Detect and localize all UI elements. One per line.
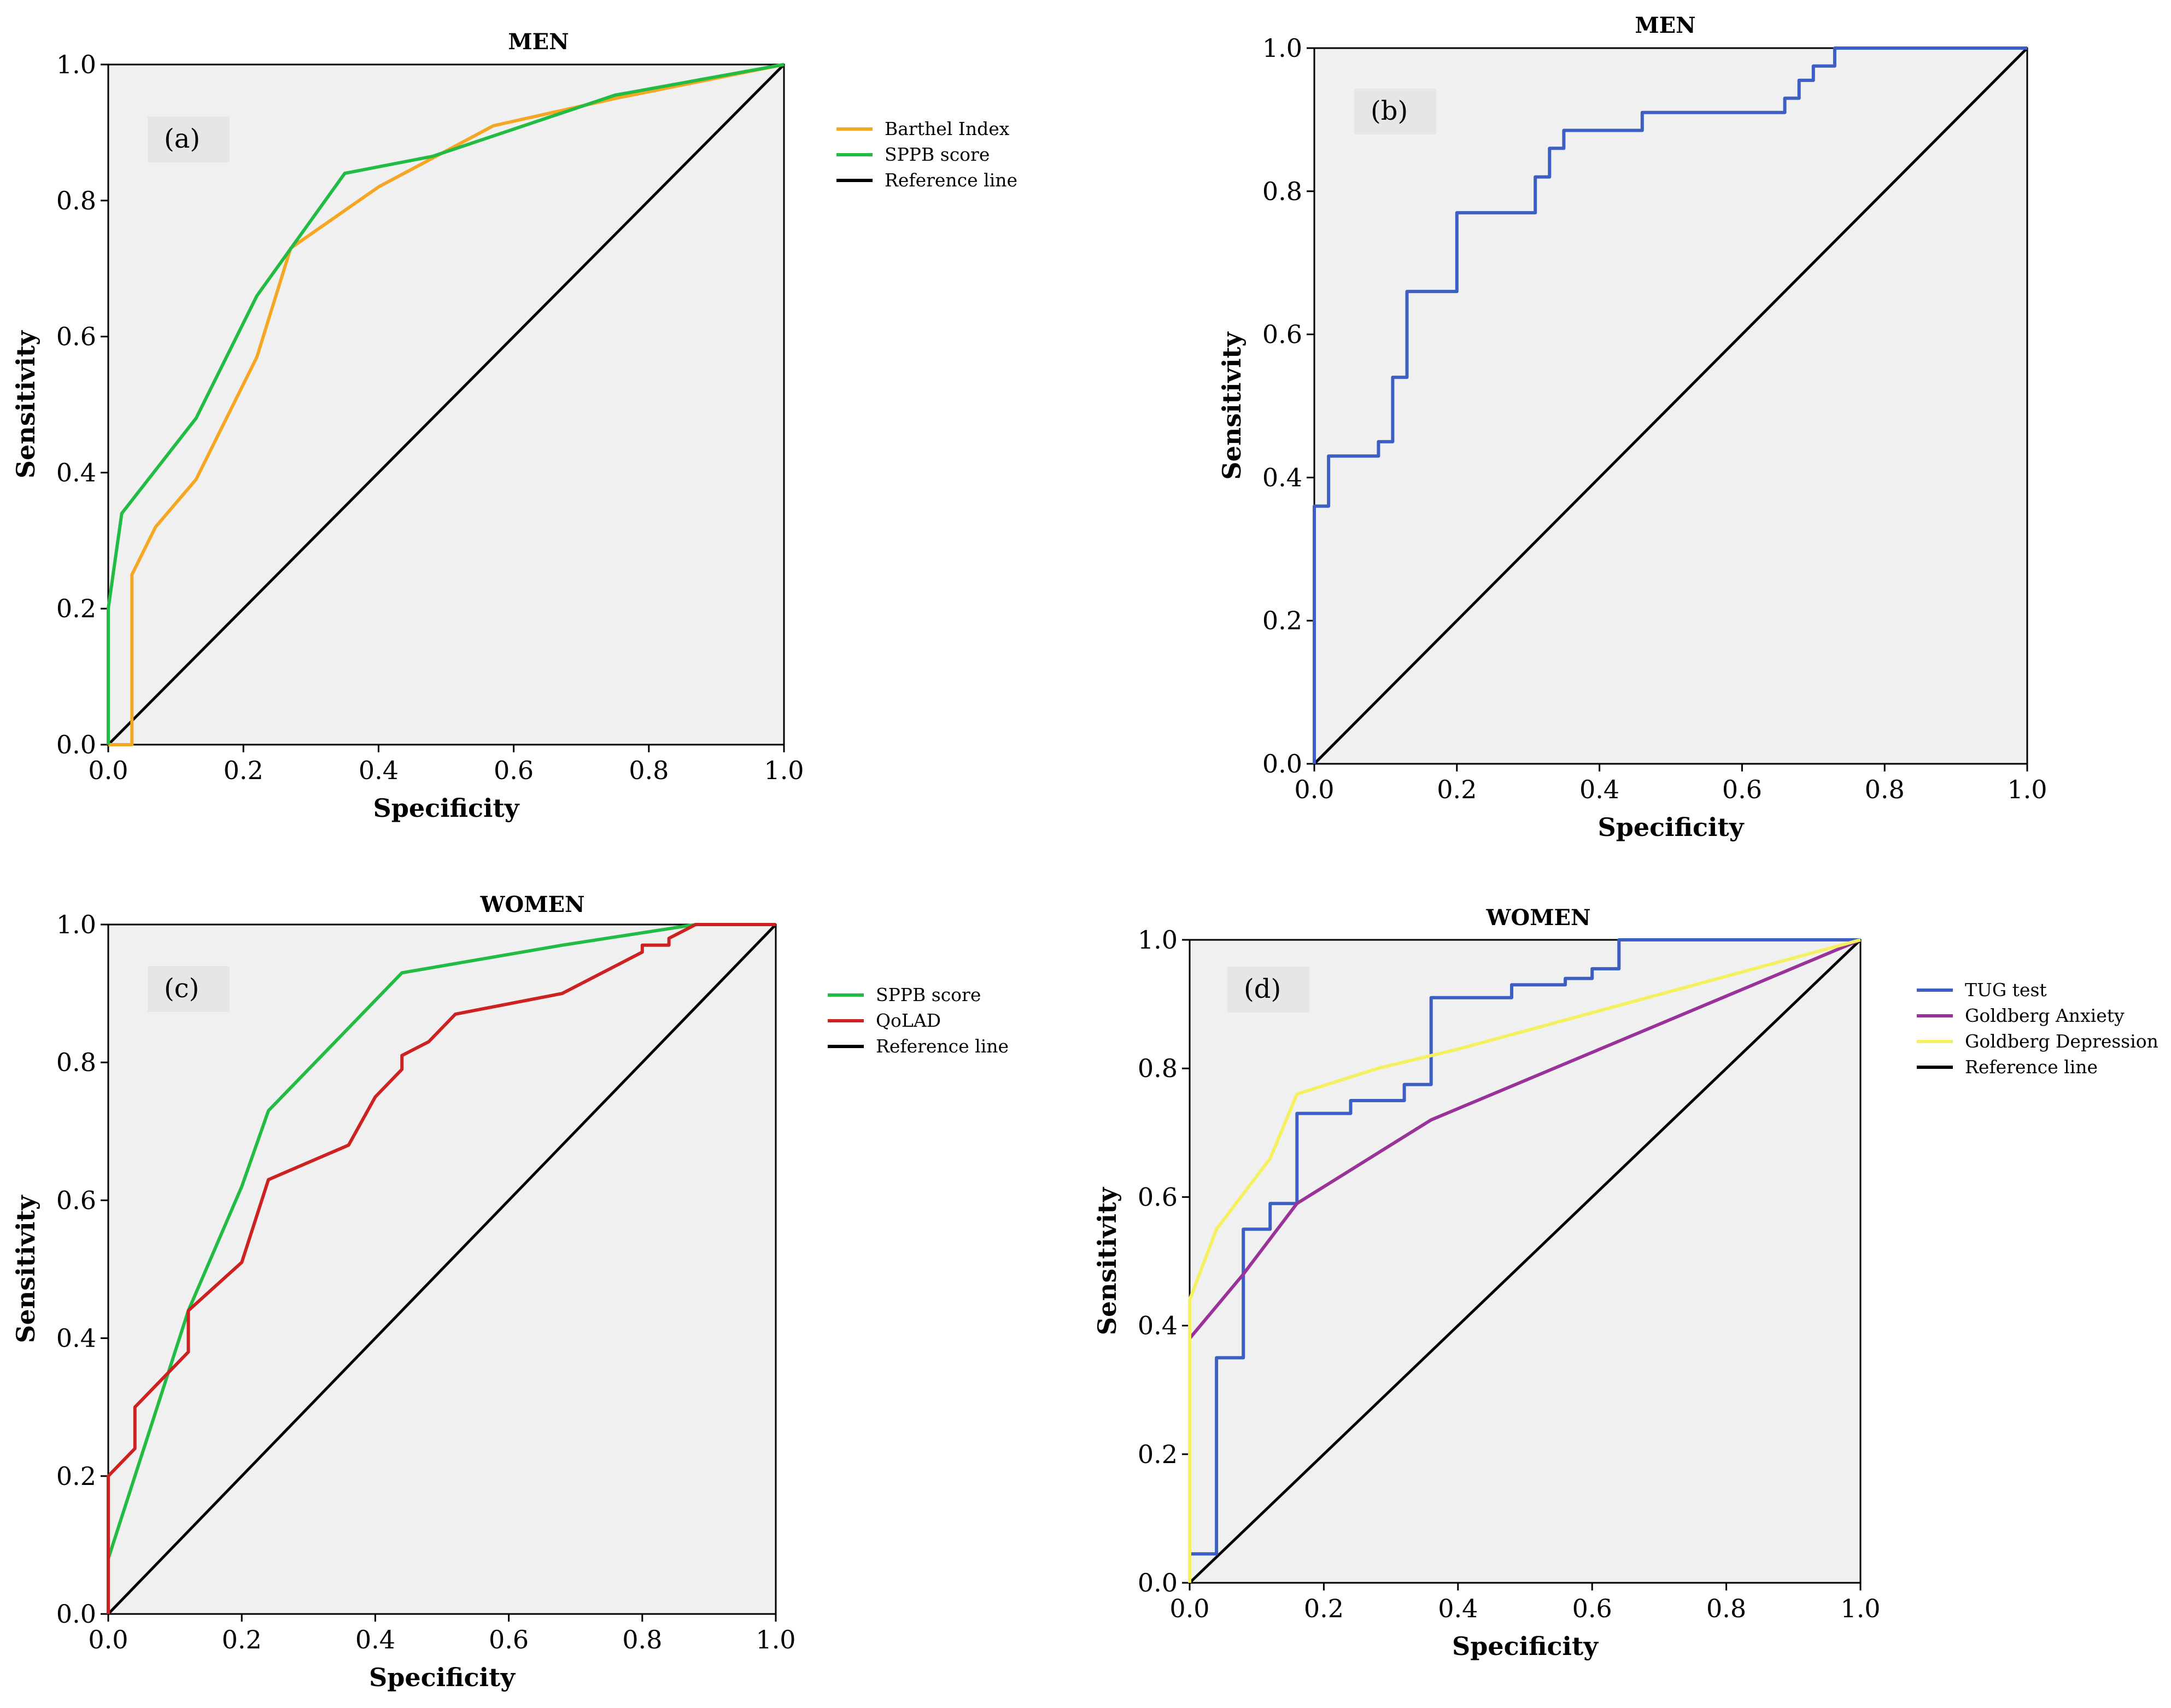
y-axis-title: Sensitivity	[1217, 331, 1247, 479]
y-tick-label: 0.0	[56, 730, 96, 759]
x-tick-label: 1.0	[764, 756, 804, 785]
x-tick-label: 0.4	[1438, 1594, 1478, 1623]
y-tick-label: 1.0	[1138, 925, 1178, 955]
legend-label: Reference line	[1965, 1056, 2098, 1078]
x-tick-label: 0.2	[1304, 1594, 1344, 1623]
y-tick-label: 0.0	[1138, 1568, 1178, 1598]
series-line-qolad	[107, 923, 776, 1614]
series-line-goldberg-depression	[1188, 938, 1861, 1583]
panel-label-box	[148, 966, 230, 1012]
series-line-roc	[1313, 46, 2027, 764]
y-tick-label: 0.8	[1138, 1054, 1178, 1083]
x-tick-label: 0.6	[1722, 775, 1762, 804]
y-tick-label: 0.4	[1138, 1311, 1178, 1341]
x-axis-title: Specificity	[1452, 1631, 1599, 1661]
y-tick-label: 0.2	[56, 1461, 96, 1491]
series-line-tug-test	[1188, 938, 1860, 1583]
panel-label-box	[148, 116, 230, 162]
y-tick-label: 0.6	[1138, 1182, 1178, 1212]
x-tick-label: 0.6	[1572, 1594, 1612, 1623]
y-axis-title: Sensitivity	[1092, 1187, 1122, 1335]
series-line-reference-line	[1313, 47, 2028, 765]
x-tick-label: 0.6	[494, 756, 534, 785]
series-line-sppb-score	[107, 923, 776, 1614]
y-tick-label: 0.2	[1138, 1440, 1178, 1469]
x-tick-label: 0.0	[1169, 1594, 1209, 1623]
y-tick-label: 0.2	[56, 594, 96, 623]
y-tick-label: 0.4	[56, 1324, 96, 1353]
legend-label: Goldberg Depression	[1965, 1031, 2158, 1052]
legend-label: SPPB score	[885, 144, 990, 165]
series-line-reference-line	[107, 923, 777, 1615]
chart-title: MEN	[508, 29, 569, 55]
x-tick-label: 0.8	[629, 756, 669, 785]
y-axis-title: Sensitivity	[11, 1195, 40, 1343]
y-tick-label: 0.4	[1262, 463, 1302, 492]
legend-label: Goldberg Anxiety	[1965, 1005, 2125, 1026]
x-tick-label: 0.0	[88, 756, 128, 785]
x-tick-label: 0.2	[222, 1625, 262, 1654]
chart-title: WOMEN	[479, 892, 584, 917]
y-tick-label: 0.8	[56, 186, 96, 215]
y-axis-title: Sensitivity	[11, 330, 40, 478]
chart-d: (d) WOMEN 0.0 0.2 0.4 0.6 0.8 1.0 0.0 0.2 0.4 0.6 0.…	[1092, 905, 2158, 1661]
legend-label: TUG test	[1965, 979, 2047, 1001]
y-tick-label: 0.8	[56, 1048, 96, 1077]
panel-label-box	[1227, 967, 1309, 1013]
x-axis-title: Specificity	[1597, 812, 1744, 842]
x-tick-label: 1.0	[1840, 1594, 1880, 1623]
y-tick-label: 0.6	[1262, 320, 1302, 349]
x-tick-label: 0.6	[489, 1625, 529, 1654]
legend-label: QoLAD	[876, 1010, 941, 1031]
x-tick-label: 0.0	[1294, 775, 1334, 804]
x-tick-label: 1.0	[756, 1625, 795, 1654]
series-line-reference-line	[107, 63, 785, 746]
y-tick-label: 1.0	[1262, 33, 1302, 63]
x-tick-label: 0.4	[355, 1625, 395, 1654]
x-tick-label: 0.8	[622, 1625, 662, 1654]
y-tick-label: 1.0	[56, 910, 96, 939]
y-tick-label: 0.6	[56, 322, 96, 352]
x-tick-label: 0.2	[1437, 775, 1477, 804]
x-tick-label: 0.2	[224, 756, 264, 785]
x-tick-label: 0.0	[88, 1625, 128, 1654]
panel-label: (d)	[1244, 974, 1281, 1004]
chart-b: (b) MEN 0.0 0.2 0.4 0.6 0.8 1.0 0.0 0.2 0.4 0.6 0.8 1…	[1217, 13, 2047, 842]
panel-label: (b)	[1371, 96, 1408, 126]
series-line-reference-line	[1189, 939, 1862, 1584]
y-tick-label: 0.0	[1262, 749, 1302, 779]
legend-label: Reference line	[885, 169, 1017, 191]
chart-title: MEN	[1635, 13, 1695, 38]
legend-label: Barthel Index	[885, 118, 1010, 139]
series-line-sppb-score	[107, 63, 785, 745]
panel-label: (a)	[164, 124, 200, 154]
y-tick-label: 0.2	[1262, 606, 1302, 635]
panel-label: (c)	[164, 973, 199, 1004]
y-tick-label: 0.8	[1262, 177, 1302, 206]
series-line-goldberg-anxiety	[1188, 938, 1862, 1340]
x-tick-label: 0.8	[1706, 1594, 1746, 1623]
x-axis-title: Specificity	[373, 793, 519, 823]
y-tick-label: 0.6	[56, 1185, 96, 1215]
y-tick-label: 0.0	[56, 1599, 96, 1629]
legend-label: Reference line	[876, 1036, 1009, 1057]
y-tick-label: 1.0	[56, 50, 96, 79]
panel-label-box	[1354, 89, 1436, 134]
x-tick-label: 0.8	[1865, 775, 1905, 804]
x-tick-label: 0.4	[1579, 775, 1619, 804]
chart-c: (c) WOMEN 0.0 0.2 0.4 0.6 0.8 1.0 0.0 0.2 0.4 0.6 0.…	[11, 892, 1009, 1692]
x-axis-title: Specificity	[369, 1663, 516, 1692]
chart-a: (a) MEN 0.0 0.2 0.4 0.6 0.8 1.0 0.0 0.2 0.4 0.6 0.8 1…	[11, 29, 1017, 823]
chart-title: WOMEN	[1485, 905, 1590, 931]
series-line-barthel-index	[108, 63, 785, 746]
legend-label: SPPB score	[876, 984, 981, 1005]
x-tick-label: 1.0	[2007, 775, 2047, 804]
x-tick-label: 0.4	[359, 756, 399, 785]
y-tick-label: 0.4	[56, 458, 96, 487]
